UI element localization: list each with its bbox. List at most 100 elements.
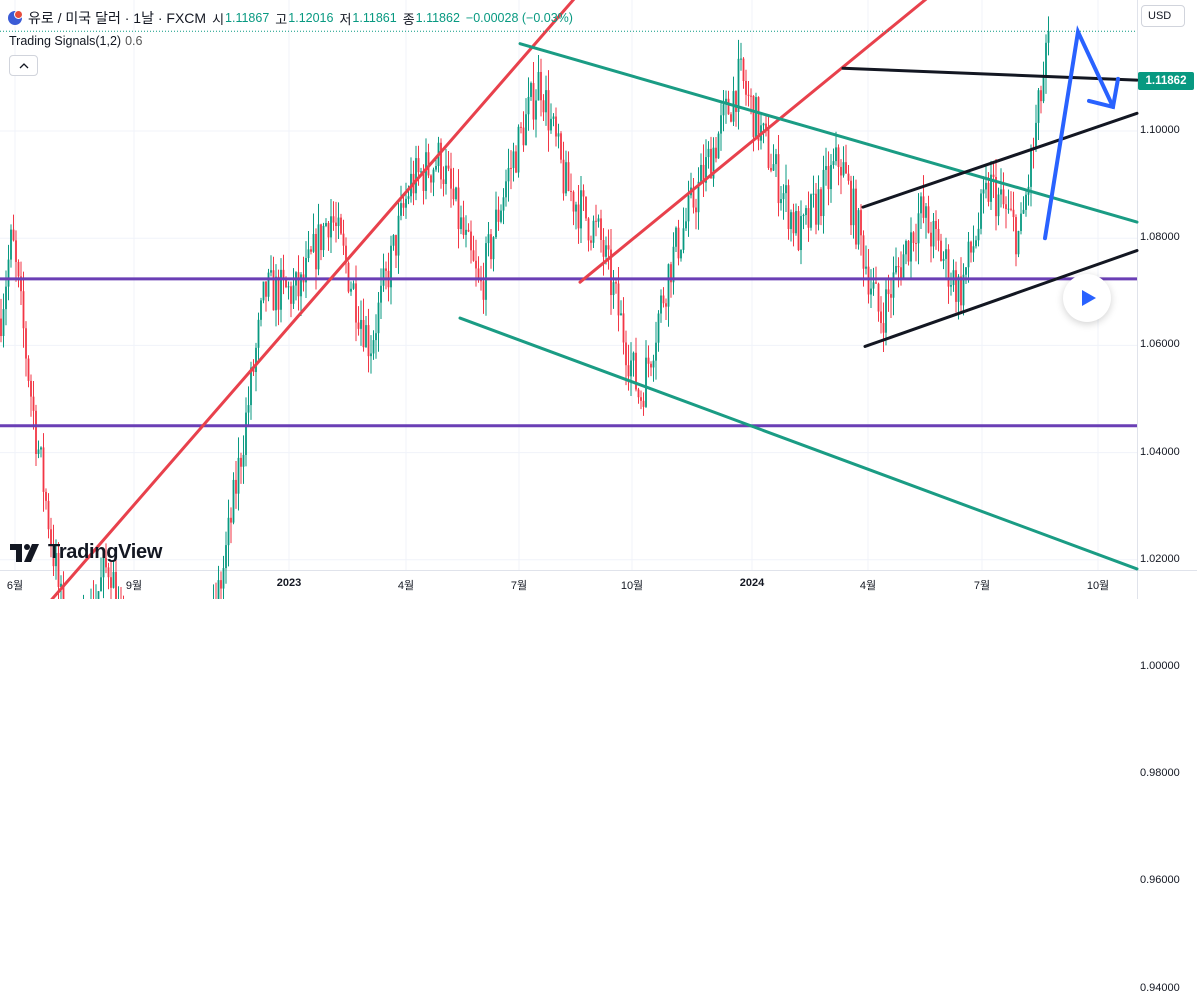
time-tick-label: 10월 — [1086, 580, 1110, 592]
candle-body — [720, 115, 722, 134]
candle-body — [470, 231, 472, 251]
candle-body — [652, 360, 655, 368]
indicator-name: Trading Signals(1,2) — [9, 34, 122, 48]
candle-body — [785, 185, 787, 194]
candle-body — [592, 220, 595, 243]
collapse-legend-button[interactable] — [9, 55, 38, 76]
candle-body — [1015, 217, 1017, 255]
candle-body — [2, 309, 5, 337]
time-tick-label: 4월 — [397, 580, 415, 592]
candle-body — [635, 352, 637, 390]
candle-body — [305, 258, 307, 283]
candle-body — [395, 235, 397, 256]
candle-body — [365, 325, 367, 348]
candle-body — [990, 174, 992, 202]
candle-body — [537, 71, 540, 101]
candle-body — [655, 342, 657, 361]
candle-body — [522, 127, 525, 146]
candle-body — [987, 182, 990, 202]
price-tick-label: 0.94000 — [1140, 981, 1180, 994]
price-tick-label: 1.06000 — [1140, 338, 1180, 351]
logo-text: TradingView — [48, 541, 163, 563]
candle-body — [107, 567, 110, 578]
candle-body — [5, 286, 7, 310]
low-label: 저 — [339, 11, 352, 27]
symbol-title[interactable]: 유로 / 미국 달러 · 1날 · FXCM — [28, 10, 207, 26]
candle-body — [300, 274, 302, 297]
candle-body — [812, 193, 815, 195]
candle-body — [502, 197, 505, 211]
candle-body — [355, 283, 357, 323]
candle-body — [510, 167, 512, 169]
candle-body — [445, 165, 447, 185]
indicator-legend[interactable]: Trading Signals(1,2) 0.6 — [9, 34, 142, 48]
candle-body — [955, 270, 957, 302]
candle-body — [670, 264, 672, 283]
candle-body — [452, 188, 455, 200]
price-chart[interactable] — [0, 0, 1197, 599]
candle-body — [482, 281, 485, 300]
candle-body — [632, 352, 635, 361]
candle-body — [487, 234, 490, 244]
candle-body — [672, 246, 675, 283]
candle-body — [462, 217, 465, 235]
candle-body — [12, 229, 15, 241]
candle-body — [645, 357, 647, 407]
candle-body — [1025, 194, 1027, 210]
candle-body — [982, 189, 985, 194]
candle-body — [657, 313, 660, 343]
candle-body — [382, 268, 385, 286]
candle-body — [1030, 148, 1032, 187]
candle-body — [992, 174, 995, 177]
time-tick-label: 2024 — [739, 577, 765, 589]
trendline-red — [50, 0, 576, 599]
candle-body — [255, 347, 257, 373]
eur-usd-flag-icon — [8, 10, 23, 25]
candle-body — [1037, 90, 1040, 123]
candle-body — [605, 245, 607, 257]
currency-button[interactable]: USD — [1141, 5, 1185, 27]
candle-body — [677, 227, 680, 259]
candle-body — [910, 232, 912, 262]
time-tick-label: 10월 — [620, 580, 644, 592]
candle-body — [565, 162, 567, 194]
candle-body — [590, 240, 592, 243]
candle-body — [385, 268, 387, 271]
forecast-arrow — [1043, 25, 1115, 241]
candle-body — [900, 267, 902, 279]
candle-body — [237, 457, 240, 494]
candle-body — [580, 190, 582, 229]
candle-body — [947, 249, 950, 287]
candle-body — [230, 517, 232, 523]
candle-body — [787, 185, 790, 230]
chart-stage[interactable] — [0, 0, 1197, 599]
candle-body — [262, 281, 265, 301]
candle-body — [870, 288, 872, 295]
candle-body — [25, 328, 27, 359]
candle-body — [32, 396, 35, 411]
candle-body — [407, 196, 410, 199]
candle-body — [692, 187, 695, 208]
candle-body — [292, 285, 295, 304]
replay-play-button[interactable] — [1063, 274, 1111, 322]
candle-body — [380, 285, 382, 303]
candle-body — [447, 165, 450, 169]
candle-body — [600, 218, 602, 240]
candle-body — [312, 233, 315, 252]
candle-body — [52, 544, 55, 567]
time-tick-label: 7월 — [973, 580, 991, 592]
candle-body — [827, 166, 830, 190]
candle-body — [250, 367, 252, 406]
trendline-green — [518, 42, 1139, 224]
candle-body — [872, 282, 875, 289]
candle-body — [585, 196, 587, 219]
candle-body — [45, 491, 47, 501]
candle-body — [702, 164, 705, 183]
candle-body — [532, 83, 535, 120]
candle-body — [275, 276, 277, 311]
tradingview-logo[interactable]: TradingView — [10, 541, 162, 564]
candle-body — [925, 206, 927, 218]
candle-body — [62, 583, 65, 599]
candle-body — [802, 215, 805, 217]
candle-body — [1035, 122, 1037, 149]
